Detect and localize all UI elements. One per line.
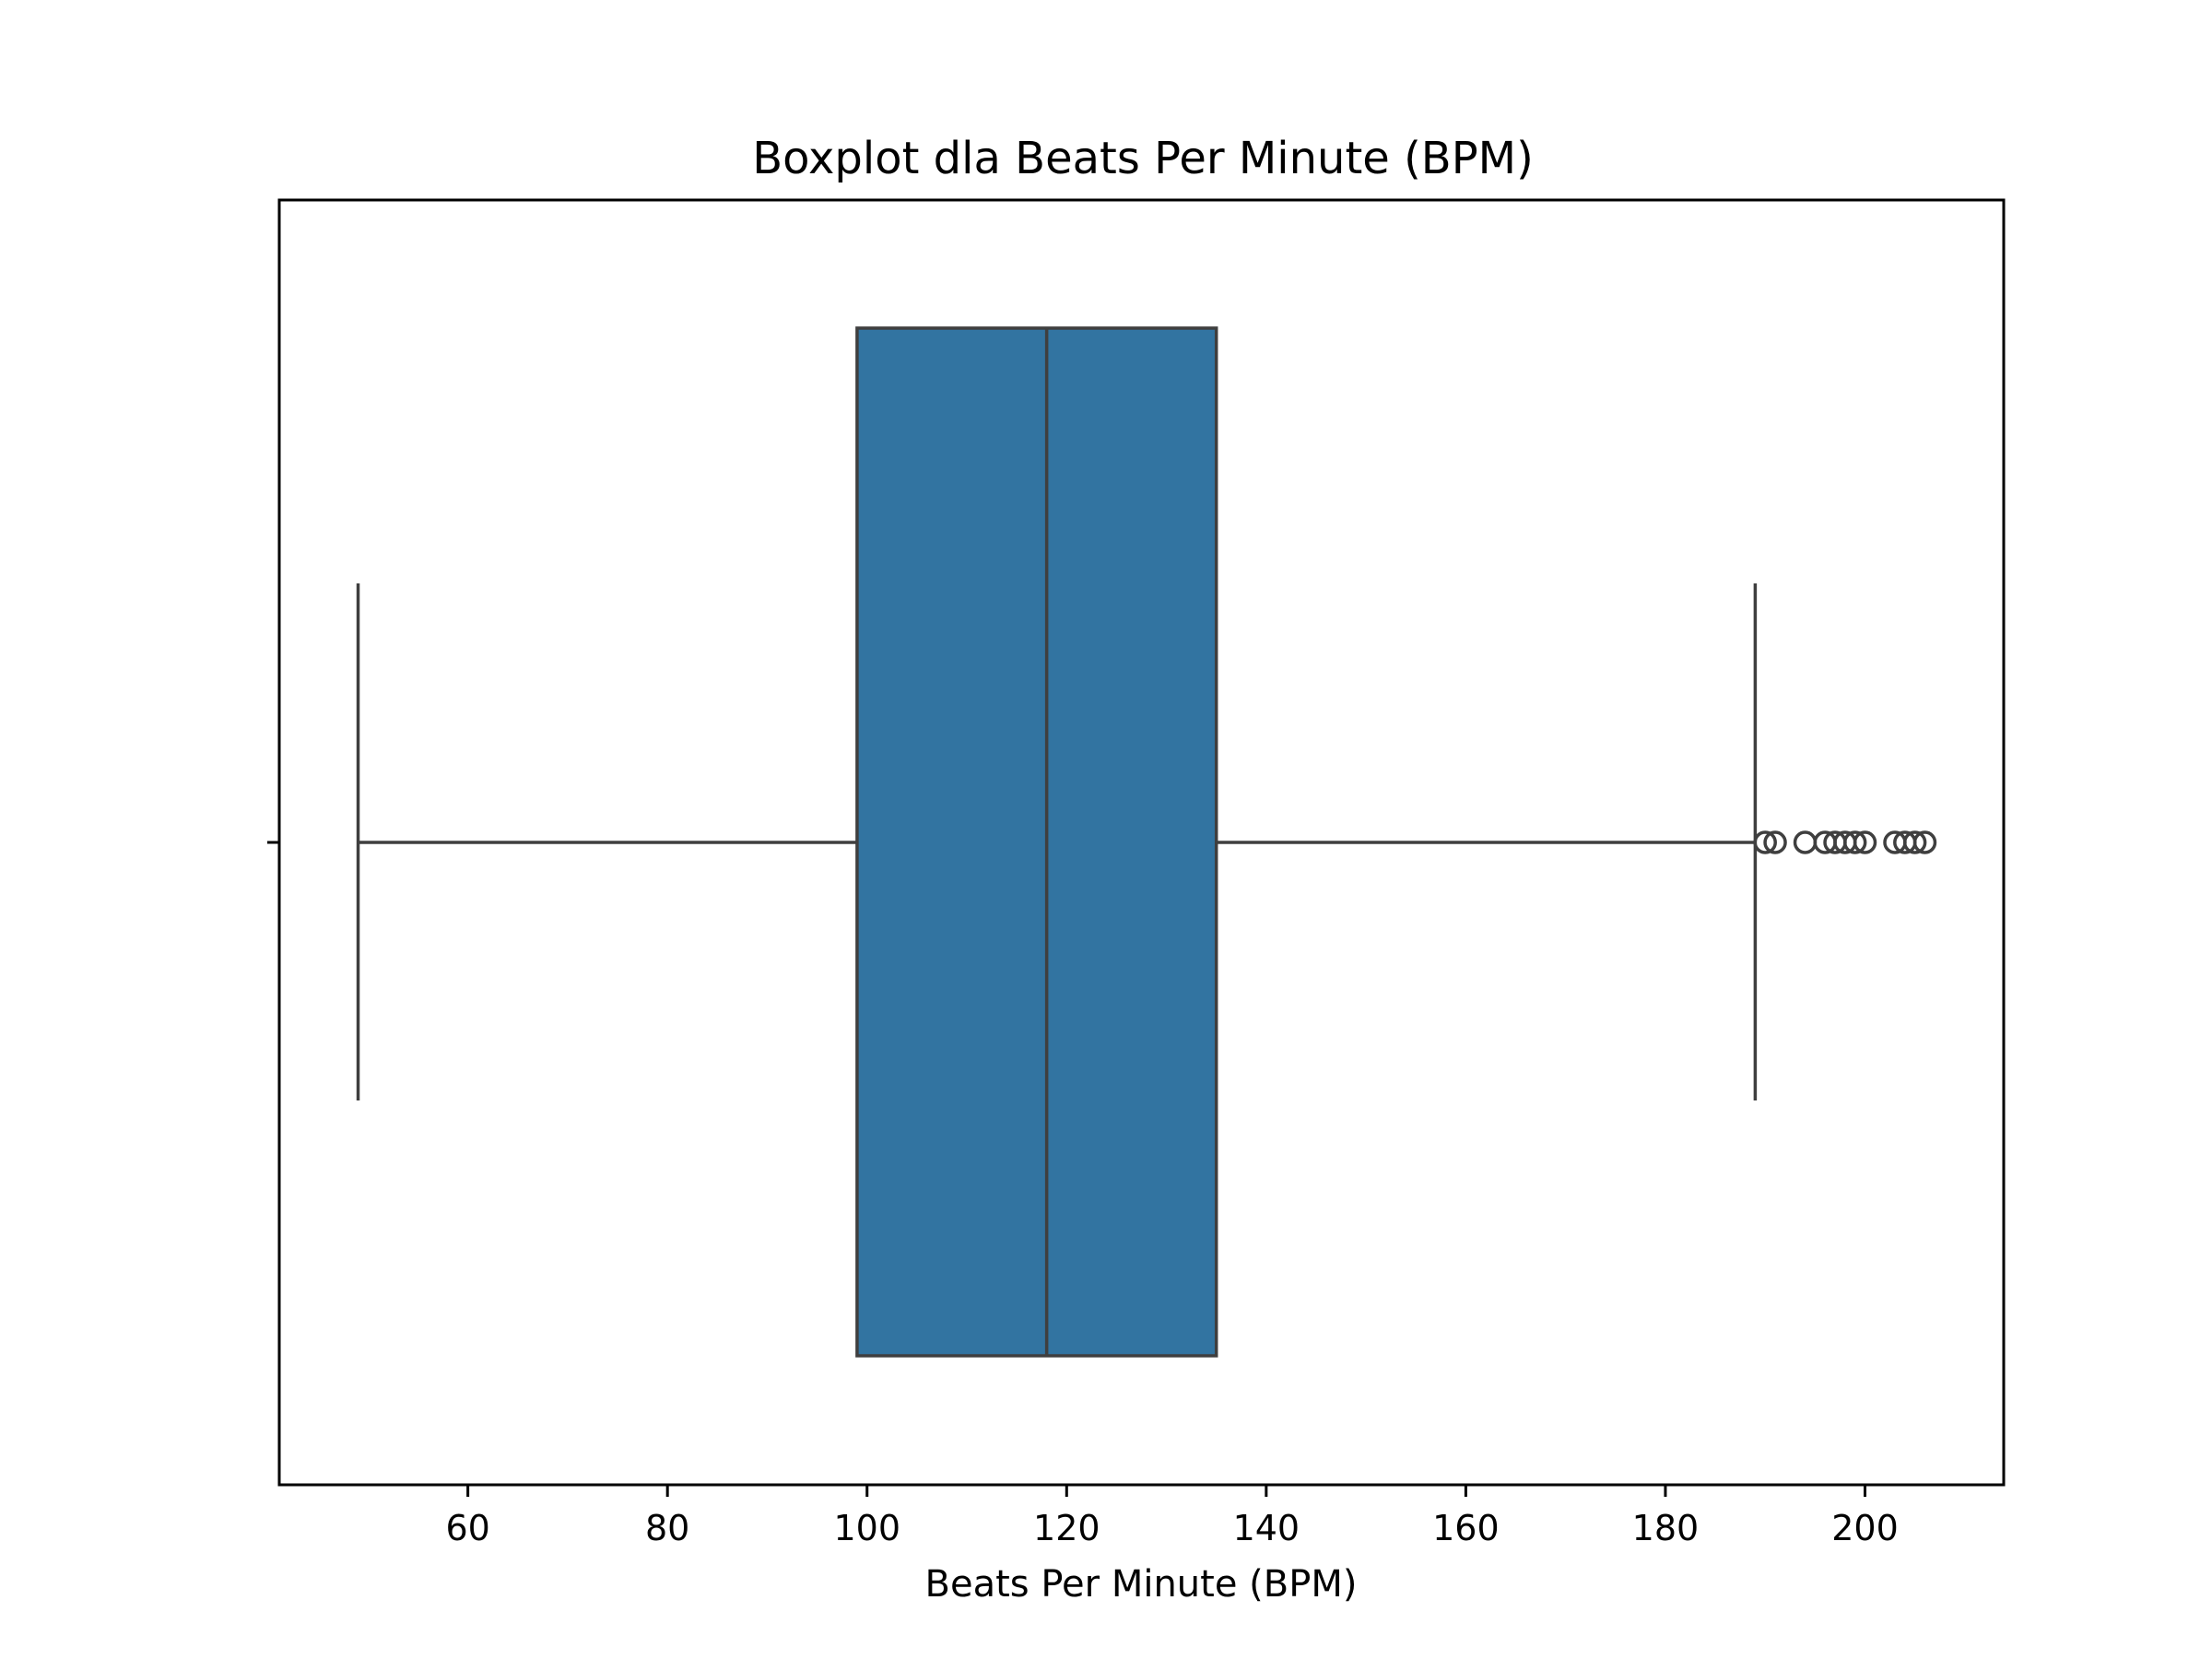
outlier-point: [1912, 830, 1937, 854]
x-tick-label: 180: [1632, 1508, 1700, 1548]
x-tick-label: 60: [445, 1508, 489, 1548]
plot-area: [356, 326, 1937, 1358]
x-tick-label: 80: [645, 1508, 689, 1548]
chart-title: Boxplot dla Beats Per Minute (BPM): [752, 133, 1534, 184]
x-axis-ticks: 60 80 100 120 140 160 180 200: [267, 841, 1899, 1548]
x-tick-label: 160: [1432, 1508, 1500, 1548]
outlier-point: [1753, 830, 1777, 854]
outlier-point: [1902, 830, 1927, 854]
iqr-box: [855, 326, 1218, 1358]
outlier-point: [1842, 830, 1867, 854]
x-tick-label: 120: [1033, 1508, 1100, 1548]
x-axis-label: Beats Per Minute (BPM): [925, 1563, 1358, 1606]
outlier-point: [1793, 830, 1818, 854]
outlier-point: [1853, 830, 1877, 854]
x-tick-label: 100: [833, 1508, 900, 1548]
x-tick-label: 200: [1831, 1508, 1899, 1548]
outlier-point: [1763, 830, 1787, 854]
x-tick-label: 140: [1233, 1508, 1300, 1548]
